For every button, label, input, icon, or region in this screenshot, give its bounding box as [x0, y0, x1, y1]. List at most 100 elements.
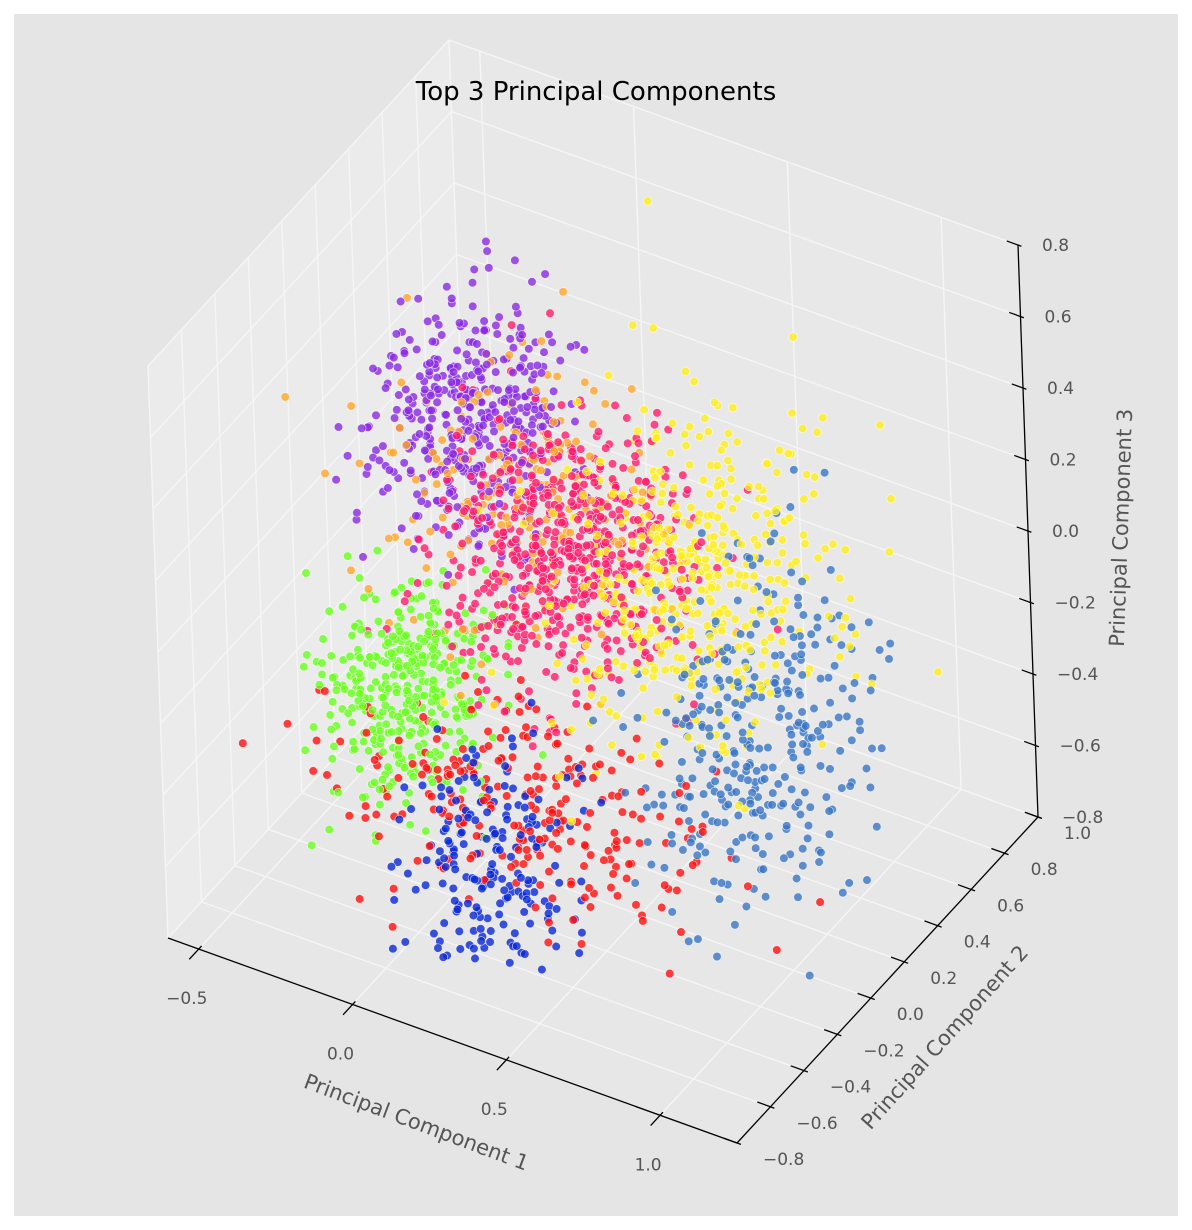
scatter-point [618, 463, 628, 473]
scatter-point [687, 640, 698, 650]
scatter-point [681, 440, 691, 451]
scatter-point [713, 570, 723, 580]
scatter-point [761, 587, 772, 597]
scatter-point [485, 869, 496, 880]
scatter-point [395, 645, 405, 655]
scatter-point [814, 857, 824, 867]
scatter-point [733, 810, 743, 821]
scatter-point [580, 840, 590, 850]
scatter-point [363, 462, 373, 472]
scatter-point [741, 901, 752, 912]
scatter-point [490, 828, 500, 839]
scatter-point [438, 952, 448, 962]
scatter-point [837, 783, 847, 793]
scatter-point [320, 468, 330, 479]
scatter-point [773, 779, 783, 789]
scatter-point [824, 829, 835, 839]
scatter-point [450, 760, 460, 770]
scatter-point [733, 677, 743, 687]
scatter-point [674, 788, 684, 798]
y-tick-label: 0.6 [997, 896, 1024, 916]
scatter-point [467, 446, 477, 456]
scatter-point [779, 853, 789, 863]
scatter-point [705, 731, 715, 741]
scatter-point [467, 278, 478, 288]
z-tick-label: 0.4 [1047, 379, 1074, 399]
scatter-point [669, 483, 679, 493]
scatter-point [400, 937, 410, 947]
scatter-point [723, 608, 733, 618]
scatter-point [677, 653, 687, 663]
scatter-point [622, 835, 632, 845]
scatter-point [527, 428, 538, 438]
scatter-point [672, 885, 682, 896]
scatter-point [752, 540, 763, 550]
scatter-point [677, 574, 687, 584]
scatter-point [455, 601, 465, 611]
scatter-point [299, 662, 309, 672]
scatter-point [632, 559, 643, 569]
scatter-point [707, 764, 718, 774]
scatter-point [820, 544, 830, 554]
scatter-point [424, 422, 434, 433]
scatter-point [547, 925, 557, 936]
scatter-point [788, 752, 799, 763]
scatter-point [413, 641, 423, 652]
scatter-point [698, 827, 708, 837]
scatter-point [499, 706, 510, 717]
scatter-point [813, 726, 823, 736]
scatter-point [749, 571, 759, 581]
scatter-point [391, 687, 402, 698]
scatter-point [404, 695, 414, 706]
scatter-point [513, 467, 524, 478]
scatter-point [627, 579, 637, 589]
scatter-point [643, 837, 653, 847]
scatter-point [507, 752, 518, 762]
scatter-point [734, 570, 745, 580]
scatter-point [387, 922, 398, 932]
scatter-point [520, 549, 530, 559]
scatter-point [419, 543, 430, 553]
scatter-point [381, 658, 391, 668]
scatter-point [374, 455, 385, 466]
y-tick-label: 0.8 [1031, 860, 1058, 880]
scatter-point [872, 822, 882, 832]
scatter-point [404, 394, 414, 405]
gridline-z-left [154, 254, 458, 581]
scatter-point [819, 468, 830, 478]
scatter-point [748, 605, 758, 615]
scatter-point [612, 836, 622, 846]
scatter-point [835, 573, 845, 583]
scatter-point [756, 609, 766, 620]
scatter-point [637, 575, 647, 585]
scatter-point [797, 640, 807, 650]
scatter-point [798, 610, 809, 620]
scatter-point [607, 550, 617, 560]
scatter-point [465, 647, 476, 657]
scatter-point [723, 455, 733, 466]
scatter-point [423, 316, 433, 326]
scatter-point [540, 269, 550, 279]
scatter-point [689, 699, 699, 709]
scatter-point [476, 480, 486, 490]
scatter-point [784, 711, 794, 721]
gridline-z-left [149, 111, 453, 438]
scatter-point [652, 408, 662, 418]
scatter-point [470, 325, 481, 336]
scatter-point [577, 599, 587, 609]
scatter-point [509, 512, 520, 523]
scatter-point [457, 592, 468, 603]
scatter-point [427, 336, 438, 347]
scatter-point [513, 416, 524, 427]
scatter-point [616, 592, 627, 602]
scatter-point [651, 615, 662, 625]
scatter-point [434, 320, 444, 330]
scatter-point [855, 725, 865, 735]
scatter-point [549, 560, 559, 571]
scatter-point [537, 964, 547, 975]
scatter-point [802, 833, 813, 844]
scatter-point [426, 405, 436, 416]
scatter-point [504, 350, 514, 360]
scatter-point [570, 416, 580, 427]
scatter-point [443, 836, 453, 846]
